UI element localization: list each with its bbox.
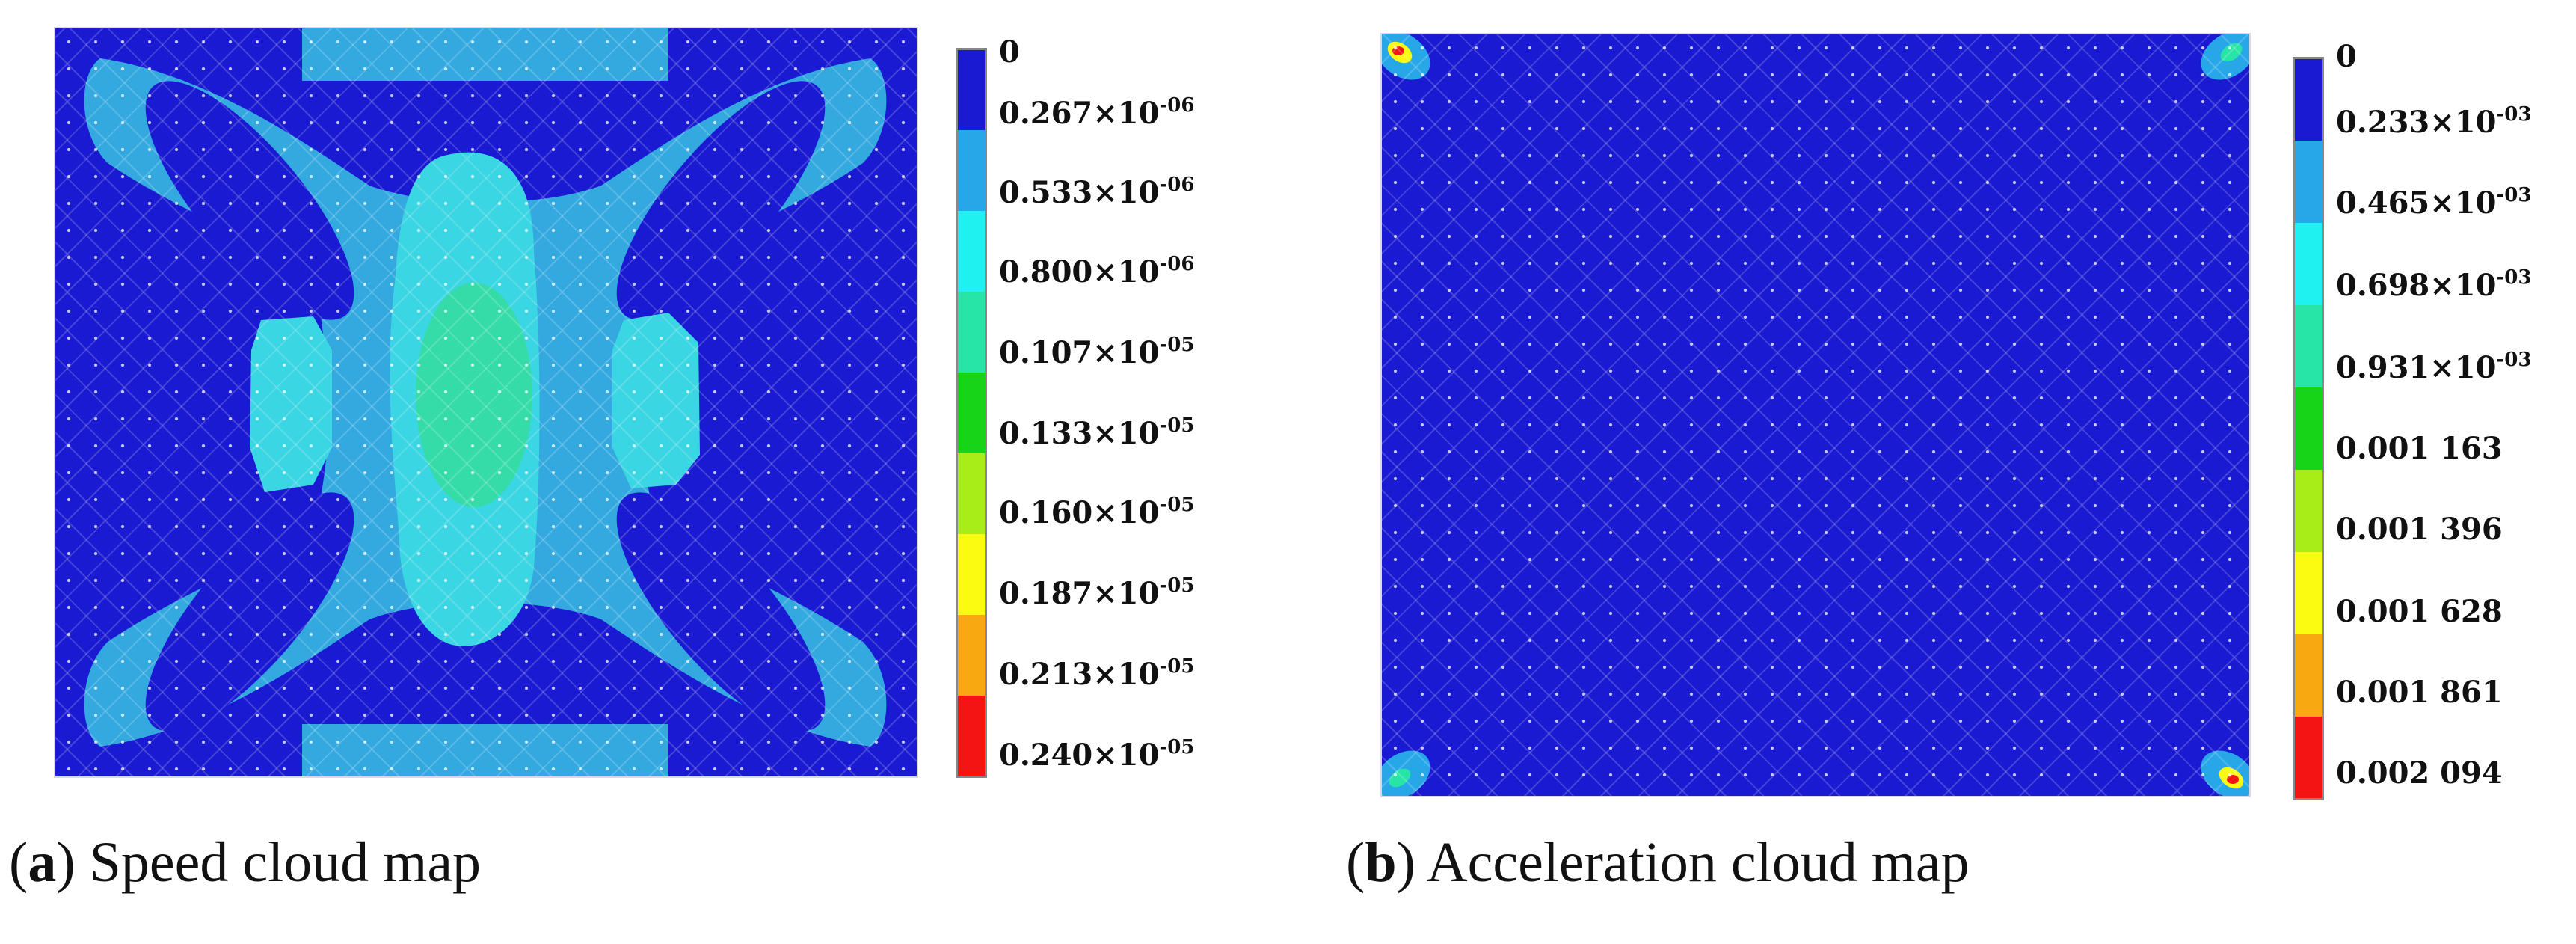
colorbar-tick-label: 0.001 628	[2336, 594, 2503, 629]
colorbar-tick-label: 0.002 094	[2336, 755, 2503, 791]
speed-cloud-map	[54, 27, 918, 778]
colorbar-swatch	[2293, 552, 2323, 634]
speed-cyan-right	[612, 313, 700, 488]
colorbar-tick-label: 0.698×10-03	[2336, 266, 2532, 303]
colorbar-tick-label: 0	[2336, 39, 2357, 74]
caption-a: (a) Speed cloud map	[9, 831, 482, 894]
speed-top-band	[302, 28, 668, 81]
colorbar-tick-label: 0.187×10-05	[999, 574, 1195, 611]
colorbar-swatch	[2293, 223, 2323, 305]
colorbar-swatch	[2293, 58, 2323, 141]
colorbar-tick-label: 0.267×10-06	[999, 94, 1195, 131]
colorbar-swatch	[2293, 634, 2323, 717]
colorbar-tick-label: 0.233×10-03	[2336, 103, 2532, 140]
colorbar-swatch	[956, 615, 986, 696]
colorbar-swatch	[956, 211, 986, 292]
colorbar-swatch	[2293, 141, 2323, 223]
colorbar-swatch	[956, 292, 986, 373]
colorbar-swatch	[956, 453, 986, 534]
caption-b-letter: b	[1365, 831, 1397, 894]
colorbar-tick-label: 0	[999, 34, 1020, 70]
speed-peak-region	[416, 283, 532, 507]
colorbar-swatch	[956, 534, 986, 615]
colorbar-swatch	[2293, 470, 2323, 552]
caption-b: (b) Acceleration cloud map	[1346, 831, 1970, 894]
colorbar-tick-label: 0.001 396	[2336, 512, 2503, 547]
speed-contour-plot	[84, 28, 887, 776]
colorbar-tick-label: 0.931×10-03	[2336, 349, 2532, 385]
colorbar-tick-label: 0.533×10-06	[999, 174, 1195, 210]
corner-hotspot-bl	[1382, 750, 1430, 796]
caption-a-text: Speed cloud map	[89, 831, 482, 894]
corner-hotspot-tl	[1382, 34, 1430, 80]
corner-hotspot-tr	[2201, 34, 2249, 80]
caption-a-letter: a	[28, 831, 57, 894]
colorbar-swatch	[2293, 305, 2323, 387]
colorbar-tick-label: 0.107×10-05	[999, 334, 1195, 370]
colorbar-tick-label: 0.001 861	[2336, 675, 2503, 710]
colorbar-swatch	[956, 373, 986, 453]
colorbar-tick-label: 0.800×10-06	[999, 253, 1195, 289]
colorbar-tick-label: 0.240×10-05	[999, 736, 1195, 773]
colorbar-tick-label: 0.465×10-03	[2336, 184, 2532, 221]
colorbar-swatch	[956, 130, 986, 211]
acceleration-cloud-map	[1380, 33, 2251, 797]
corner-hotspot-br	[2201, 750, 2249, 796]
colorbar-tick-label: 0.213×10-05	[999, 655, 1195, 692]
colorbar-swatch	[956, 49, 986, 130]
caption-b-text: Acceleration cloud map	[1426, 831, 1970, 894]
colorbar-tick-label: 0.133×10-05	[999, 414, 1195, 451]
colorbar-swatch	[956, 696, 986, 776]
acceleration-contour-plot	[1382, 34, 2249, 796]
colorbar-swatch	[2293, 717, 2323, 799]
colorbar-swatch	[2293, 387, 2323, 470]
speed-cyan-left	[250, 316, 332, 492]
speed-bottom-band	[302, 724, 668, 776]
colorbar-tick-label: 0.001 163	[2336, 431, 2503, 466]
colorbar-tick-label: 0.160×10-05	[999, 494, 1195, 530]
